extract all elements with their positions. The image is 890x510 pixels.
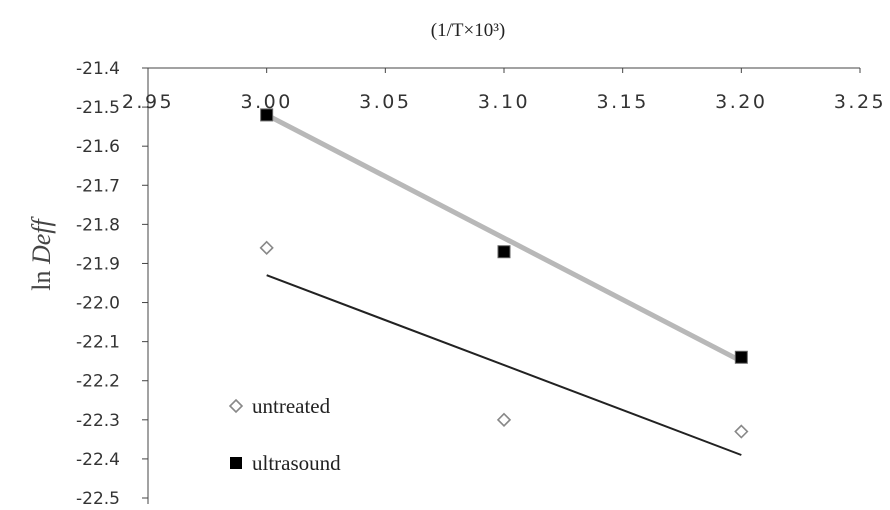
x-axis-title: (1/T×10³) [431,20,505,41]
y-tick-label: -22.2 [76,372,120,392]
y-tick-label: -22.0 [76,294,120,314]
y-tick-label: -21.7 [76,176,120,196]
y-axis-title: ln Deff [27,215,56,290]
point-untreated [496,412,512,427]
legend-marker-ultrasound [230,457,242,469]
y-tick-label: -21.5 [76,98,120,118]
trendline-untreated [266,274,742,456]
legend-marker-untreated [228,398,244,414]
data-points [259,108,749,439]
point-untreated [734,424,749,439]
y-tick-label: -21.4 [76,59,120,79]
y-tick-label: -22.4 [76,450,120,470]
point-ultrasound [260,108,274,122]
x-tick-label: 3.25 [834,91,886,113]
x-tick-label: 3.00 [241,91,293,113]
y-tick-label: -21.8 [76,215,120,235]
y-axis-title-italic: Deff [27,215,56,265]
y-tick-label: -22.1 [76,333,120,353]
y-tick-label: -21.9 [76,254,120,274]
y-tick-label: -22.3 [76,411,120,431]
x-tick-label: 3.15 [597,91,649,113]
y-tick-label: -21.6 [76,137,120,157]
trendlines [265,112,743,456]
point-ultrasound [734,350,748,364]
trendline-ultrasound [265,112,743,364]
y-axis-title-prefix: ln [27,264,56,291]
legend-label-untreated: untreated [252,394,331,418]
point-ultrasound [497,245,511,259]
y-tick-label: -22.5 [76,489,120,509]
x-tick-label: 3.05 [359,91,411,113]
x-tick-label: 3.20 [715,91,767,113]
tick-labels: -21.4 -21.5 -21.6 -21.7 -21.8 -21.9 -22.0 -22.1… [76,59,886,509]
x-tick-label: 3.10 [478,91,530,113]
point-untreated [259,240,274,255]
x-tick-label: 2.95 [122,91,174,113]
legend: untreated ultrasound [228,394,341,475]
legend-label-ultrasound: ultrasound [252,451,341,475]
axes [142,67,861,504]
